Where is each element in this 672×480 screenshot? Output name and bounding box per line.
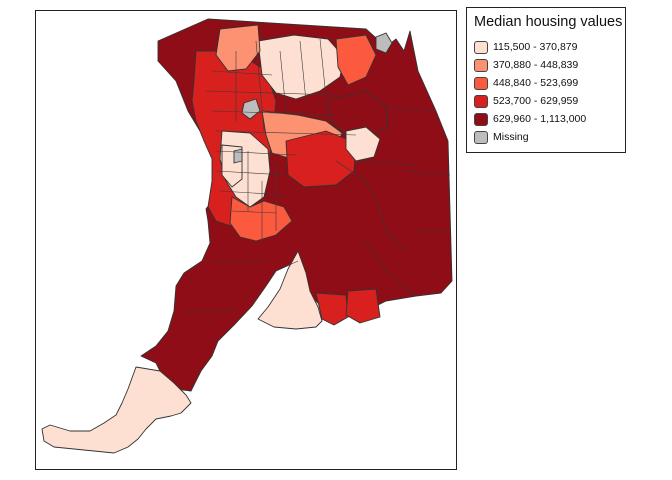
region-south-tail xyxy=(41,366,192,454)
map-panel xyxy=(35,10,457,470)
legend-title: Median housing values xyxy=(474,14,623,30)
legend-label-class-2: 370,880 - 448,839 xyxy=(493,59,579,71)
legend: Median housing values 115,500 - 370,879 … xyxy=(466,7,626,153)
legend-swatch-class-2 xyxy=(474,59,488,72)
region-north-light xyxy=(257,34,345,100)
region-southeast-red xyxy=(345,288,381,324)
legend-swatch-class-5 xyxy=(474,113,488,126)
region-east-red xyxy=(285,130,357,188)
region-missing-north xyxy=(375,32,393,54)
region-missing-center xyxy=(233,148,243,164)
region-south-red xyxy=(315,292,349,326)
legend-label-class-3: 448,840 - 523,699 xyxy=(493,77,579,89)
region-missing-west xyxy=(241,98,261,120)
legend-swatch-class-4 xyxy=(474,95,488,108)
legend-swatch-class-1 xyxy=(474,41,488,54)
region-west-mid xyxy=(229,196,293,242)
tract-boundaries xyxy=(186,38,451,312)
legend-label-class-4: 523,700 - 629,959 xyxy=(493,95,579,107)
legend-swatch-class-3 xyxy=(474,77,488,90)
legend-label-class-1: 115,500 - 370,879 xyxy=(493,41,578,53)
legend-label-class-5: 629,960 - 1,113,000 xyxy=(493,113,587,125)
region-south-center xyxy=(257,250,323,330)
region-east-dark xyxy=(325,90,389,138)
region-east-light xyxy=(345,126,381,162)
region-north-red xyxy=(335,34,377,86)
legend-label-missing: Missing xyxy=(493,131,529,143)
legend-swatch-missing xyxy=(474,131,488,144)
region-north-medium xyxy=(215,24,261,72)
choropleth-map xyxy=(41,18,453,454)
